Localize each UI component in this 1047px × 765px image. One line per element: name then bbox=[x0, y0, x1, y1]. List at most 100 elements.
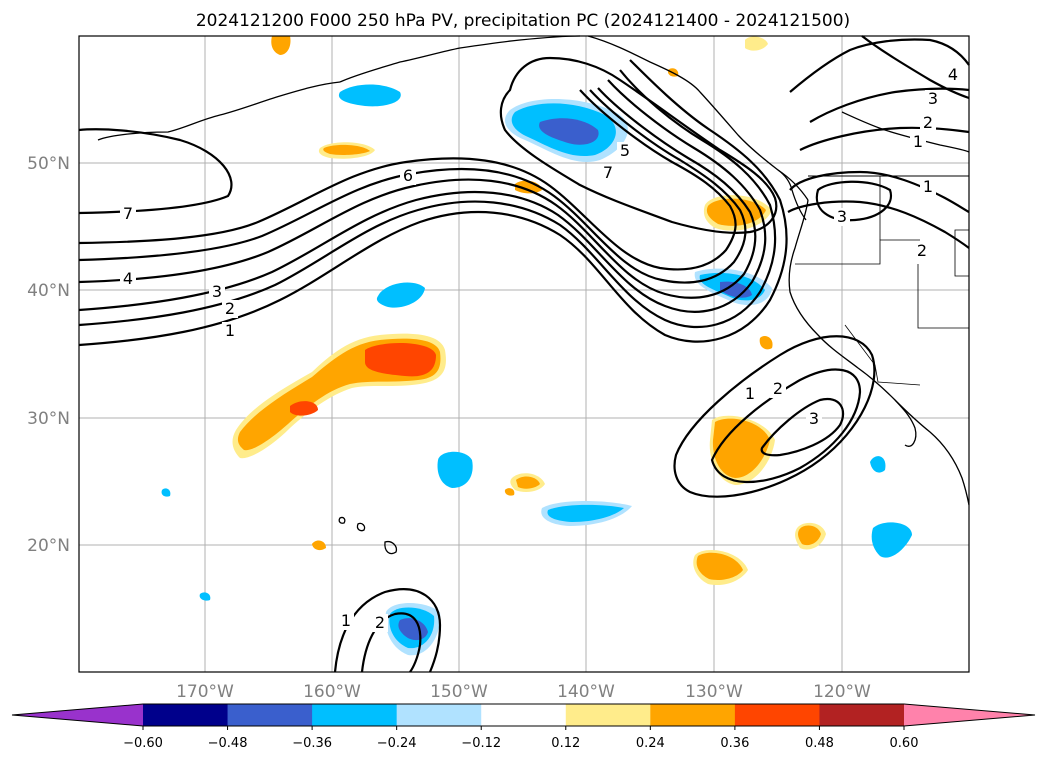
contour-label-3: 3 bbox=[212, 282, 222, 301]
contour-label-7: 7 bbox=[603, 163, 613, 182]
lon-label: 160°W bbox=[303, 682, 361, 702]
lon-label: 150°W bbox=[430, 682, 488, 702]
precip-area bbox=[539, 118, 599, 145]
pv-contour-north-4 bbox=[861, 35, 970, 100]
pv-contour-2-tropics bbox=[360, 612, 422, 673]
pv-contour-7-west bbox=[78, 128, 233, 215]
contour-label-4: 4 bbox=[123, 269, 133, 288]
pv-contour-north-3 bbox=[789, 38, 970, 93]
precip-area bbox=[290, 401, 318, 416]
lon-label: 170°W bbox=[176, 682, 234, 702]
colorbar-tick-label: −0.24 bbox=[377, 736, 417, 751]
colorbar-bin bbox=[312, 704, 398, 726]
colorbar-tick-label: −0.60 bbox=[123, 736, 163, 751]
contour-label-1: 1 bbox=[923, 177, 933, 196]
pv-contour-5 bbox=[78, 89, 747, 284]
contour-label-1: 1 bbox=[341, 611, 351, 630]
contour-label-2: 2 bbox=[917, 241, 927, 260]
contour-label-2: 2 bbox=[773, 379, 783, 398]
island bbox=[338, 516, 346, 524]
precip-area bbox=[199, 592, 211, 601]
graticule bbox=[79, 36, 969, 672]
precip-area bbox=[696, 552, 743, 580]
contour-label-6: 6 bbox=[403, 166, 413, 185]
colorbar-bin bbox=[396, 704, 482, 726]
colorbar-bin bbox=[227, 704, 313, 726]
longitude-labels: 170°W 160°W 150°W 140°W 130°W 120°W bbox=[176, 682, 871, 702]
colorbar-tick-label: 0.36 bbox=[720, 736, 749, 751]
colorbar-tick-label: 0.12 bbox=[551, 736, 580, 751]
lat-label: 40°N bbox=[27, 281, 70, 301]
island bbox=[384, 540, 398, 555]
pv-contour-2-south bbox=[710, 368, 862, 484]
precip-area bbox=[437, 451, 473, 488]
precip-area bbox=[161, 488, 171, 497]
lon-label: 140°W bbox=[557, 682, 615, 702]
colorbar-tick-label: 0.48 bbox=[805, 736, 834, 751]
pv-contour-1-tropics bbox=[333, 588, 442, 673]
contour-label-1: 1 bbox=[745, 384, 755, 403]
island bbox=[356, 522, 366, 532]
contour-label-4: 4 bbox=[948, 65, 958, 84]
contour-label-5: 5 bbox=[620, 141, 630, 160]
colorbar-tick-label: −0.36 bbox=[292, 736, 332, 751]
pv-contours bbox=[78, 35, 970, 673]
precip-area bbox=[312, 540, 326, 551]
lat-label: 50°N bbox=[27, 154, 70, 174]
pv-contour-2 bbox=[78, 69, 777, 328]
precip-area bbox=[712, 418, 770, 478]
contour-label-1: 1 bbox=[913, 132, 923, 151]
pv-contour-7-east bbox=[499, 56, 778, 234]
precip-area bbox=[323, 144, 370, 155]
precip-area bbox=[547, 504, 624, 522]
contour-label-1: 1 bbox=[225, 321, 235, 340]
precip-area bbox=[870, 456, 886, 473]
coastline bbox=[788, 199, 970, 506]
coastline bbox=[777, 169, 807, 221]
coastline bbox=[339, 35, 581, 83]
colorbar-extend-low bbox=[12, 704, 143, 726]
state-border bbox=[917, 264, 969, 329]
contour-label-2: 2 bbox=[225, 299, 235, 318]
precip-negative-areas bbox=[161, 84, 912, 656]
pv-contour-3 bbox=[78, 79, 767, 313]
coastline bbox=[894, 399, 917, 447]
colorbar-bin bbox=[481, 704, 567, 726]
contour-label-3: 3 bbox=[837, 207, 847, 226]
map-frame bbox=[78, 35, 970, 673]
precip-area bbox=[720, 281, 752, 298]
pv-contour-1-south bbox=[673, 335, 876, 498]
contour-labels: 7 4 3 2 1 6 7 5 1 2 3 4 1 3 2 1 2 3 1 bbox=[120, 65, 961, 632]
state-border bbox=[795, 239, 920, 265]
pv-contour-6 bbox=[78, 89, 737, 271]
precip-area bbox=[798, 525, 821, 546]
latitude-labels: 50°N 40°N 30°N 20°N bbox=[27, 154, 70, 556]
precip-area bbox=[271, 36, 291, 55]
precip-area bbox=[759, 336, 773, 350]
colorbar-tick-label: −0.48 bbox=[208, 736, 248, 751]
contour-label-7: 7 bbox=[123, 204, 133, 223]
lon-label: 120°W bbox=[813, 682, 871, 702]
precip-area bbox=[365, 343, 436, 377]
colorbar-tick-label: −0.12 bbox=[461, 736, 501, 751]
contour-label-2: 2 bbox=[375, 613, 385, 632]
border-us-mexico bbox=[844, 324, 921, 386]
colorbar-tick-label: 0.60 bbox=[890, 736, 919, 751]
precip-area bbox=[871, 522, 912, 558]
colorbar-bin bbox=[143, 704, 229, 726]
pv-contour-north-1 bbox=[799, 126, 970, 151]
pv-contour-1 bbox=[78, 59, 788, 347]
precip-area bbox=[745, 36, 768, 51]
precip-area bbox=[516, 476, 540, 489]
pv-contour-4 bbox=[78, 87, 757, 299]
precip-area bbox=[376, 282, 425, 308]
lon-label: 130°W bbox=[685, 682, 743, 702]
lat-label: 30°N bbox=[27, 409, 70, 429]
pv-contour-3-south bbox=[760, 397, 845, 457]
precip-area bbox=[504, 488, 515, 496]
colorbar-tick-label: 0.24 bbox=[636, 736, 665, 751]
colorbar-bin bbox=[819, 704, 905, 726]
figure-title: 2024121200 F000 250 hPa PV, precipitatio… bbox=[196, 11, 850, 31]
contour-label-2: 2 bbox=[923, 113, 933, 132]
